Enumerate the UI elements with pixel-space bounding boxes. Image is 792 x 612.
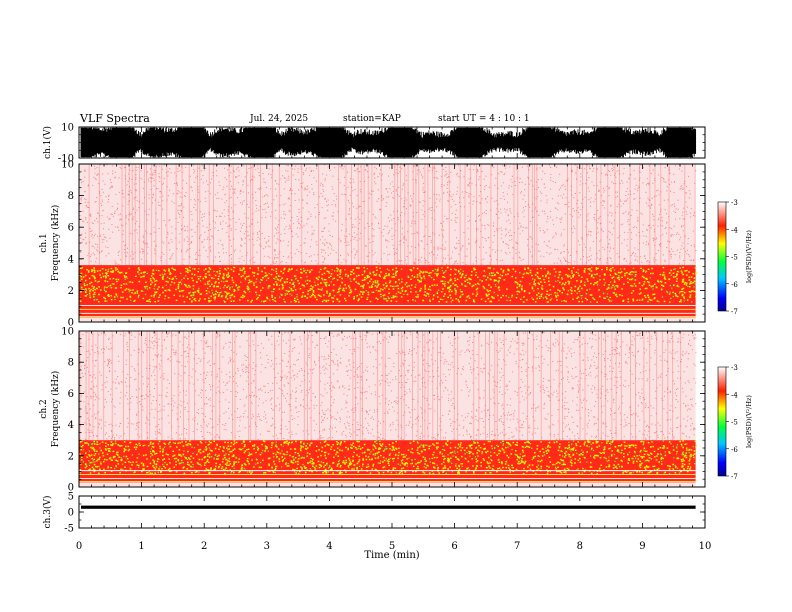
ch3-waveform-ylabel: ch.3(V): [42, 496, 53, 529]
ch2-spectrogram-y-tick-label: 6: [68, 389, 74, 400]
ch2-spectrogram-ylabel: Frequency (kHz): [50, 371, 61, 448]
g-cb2-colorbar-tick-label: -4: [731, 391, 738, 399]
g-cb2-colorbar: [717, 366, 727, 477]
g-cb1-colorbar-tick-label: -7: [731, 308, 738, 316]
x-tick-label: 2: [201, 541, 207, 552]
g-cb1-colorbar-tick-label: -4: [731, 226, 738, 234]
x-tick-label: 6: [451, 541, 457, 552]
ch1-spectrogram-ylabel-channel: ch.1: [39, 233, 49, 252]
g-cb1-colorbar-tick-label: -5: [731, 254, 738, 262]
g-cb2-colorbar-label: log(PSD)(V²/Hz): [745, 395, 753, 448]
g-ch1spec-streaks: [88, 164, 696, 266]
chart-title: VLF Spectra: [80, 112, 150, 125]
g-cb1-colorbar: [717, 201, 727, 312]
x-axis-label: Time (min): [364, 550, 419, 561]
ch1-waveform-y-tick-label: -10: [58, 154, 74, 165]
date-label: Jul. 24, 2025: [250, 114, 309, 124]
x-tick-label: 9: [639, 541, 645, 552]
g-cb1-colorbar-tick-label: -6: [731, 281, 738, 289]
g-ch2spec-yellow-activity: [79, 440, 697, 475]
g-cb2-colorbar-tick-label: -7: [731, 473, 738, 481]
ch1-spectrogram-ylabel: Frequency (kHz): [50, 205, 61, 282]
ch3-waveform-y-tick-label: 5: [68, 492, 74, 503]
g-ch1spec-yellow-activity: [79, 266, 698, 303]
ch2-spectrogram-y-tick-label: 8: [68, 358, 74, 369]
g-ch1spec-noise: [79, 164, 697, 266]
station-label: station=KAP: [343, 114, 401, 124]
ch2-spectrogram-y-tick-label: 4: [68, 420, 74, 431]
x-tick-label: 10: [699, 541, 712, 552]
ch3-waveform-trace: [81, 505, 696, 509]
x-tick-label: 8: [577, 541, 583, 552]
ch2-spectrogram-y-tick-label: 2: [68, 451, 74, 462]
x-tick-label: 5: [389, 541, 395, 552]
x-tick-label: 1: [138, 541, 144, 552]
ch3-waveform-y-tick-label: -5: [64, 524, 74, 535]
x-tick-label: 3: [264, 541, 270, 552]
ch1-waveform-trace: [80, 127, 697, 158]
ch2-spectrogram-y-tick-label: 10: [61, 327, 74, 338]
x-tick-label: 0: [76, 541, 82, 552]
g-cb2-colorbar-tick-label: -6: [731, 446, 738, 454]
ch1-spectrogram-y-tick-label: 4: [68, 254, 74, 265]
start-time-label: start UT = 4 : 10 : 1: [438, 114, 530, 124]
g-cb2-colorbar-tick-label: -5: [731, 419, 738, 427]
x-tick-label: 7: [514, 541, 520, 552]
ch2-spectrogram-y-tick-label: 0: [68, 483, 74, 494]
ch1-spectrogram-y-tick-label: 10: [61, 160, 74, 171]
ch2-spectrogram-ylabel-channel: ch.2: [39, 399, 49, 418]
ch1-spectrogram-y-tick-label: 6: [68, 223, 74, 234]
g-cb1-colorbar-label: log(PSD)(V²/Hz): [745, 230, 753, 283]
x-tick-label: 4: [326, 541, 332, 552]
g-cb2-colorbar-tick-label: -3: [731, 364, 738, 372]
ch3-waveform-y-tick-label: 0: [68, 508, 74, 519]
ch1-waveform-ylabel: ch.1(V): [42, 126, 53, 159]
g-cb1-colorbar-tick-label: -3: [731, 199, 738, 207]
ch1-waveform-y-tick-label: 10: [61, 123, 74, 134]
ch1-spectrogram-y-tick-label: 8: [68, 191, 74, 202]
g-ch1spec-green-activity: [79, 266, 697, 303]
ch1-spectrogram-y-tick-label: 0: [68, 318, 74, 329]
ch1-spectrogram-y-tick-label: 2: [68, 286, 74, 297]
